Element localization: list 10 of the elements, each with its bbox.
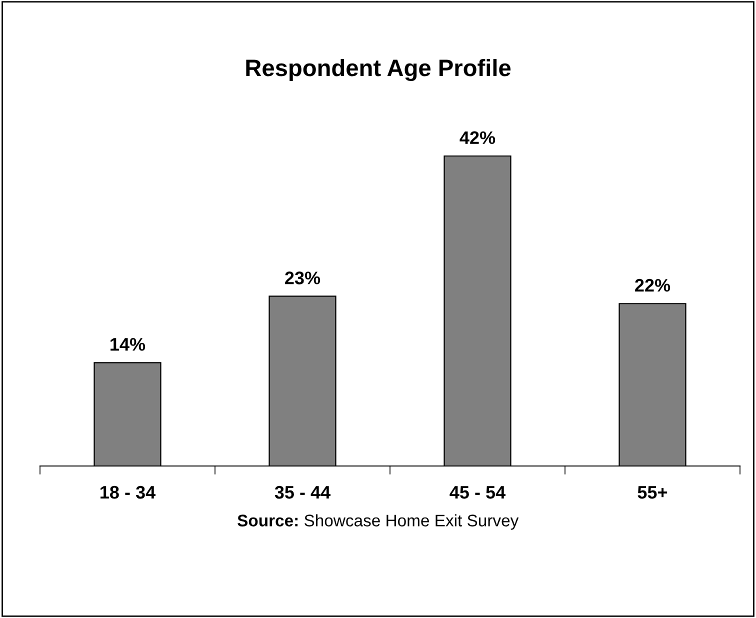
x-tick-label: 45 - 54 — [450, 486, 506, 499]
x-tick-label: 55+ — [638, 486, 668, 499]
data-label: 14% — [110, 338, 146, 351]
chart-title: Respondent Age Profile — [246, 58, 511, 82]
x-tick-label: 18 - 34 — [100, 486, 156, 499]
data-label: 23% — [285, 272, 320, 284]
x-tick-label: 35 - 44 — [274, 486, 331, 499]
data-label: 42% — [460, 131, 496, 144]
source-note: Source: Showcase Home Exit Survey — [238, 514, 519, 530]
data-label: 22% — [635, 278, 670, 292]
